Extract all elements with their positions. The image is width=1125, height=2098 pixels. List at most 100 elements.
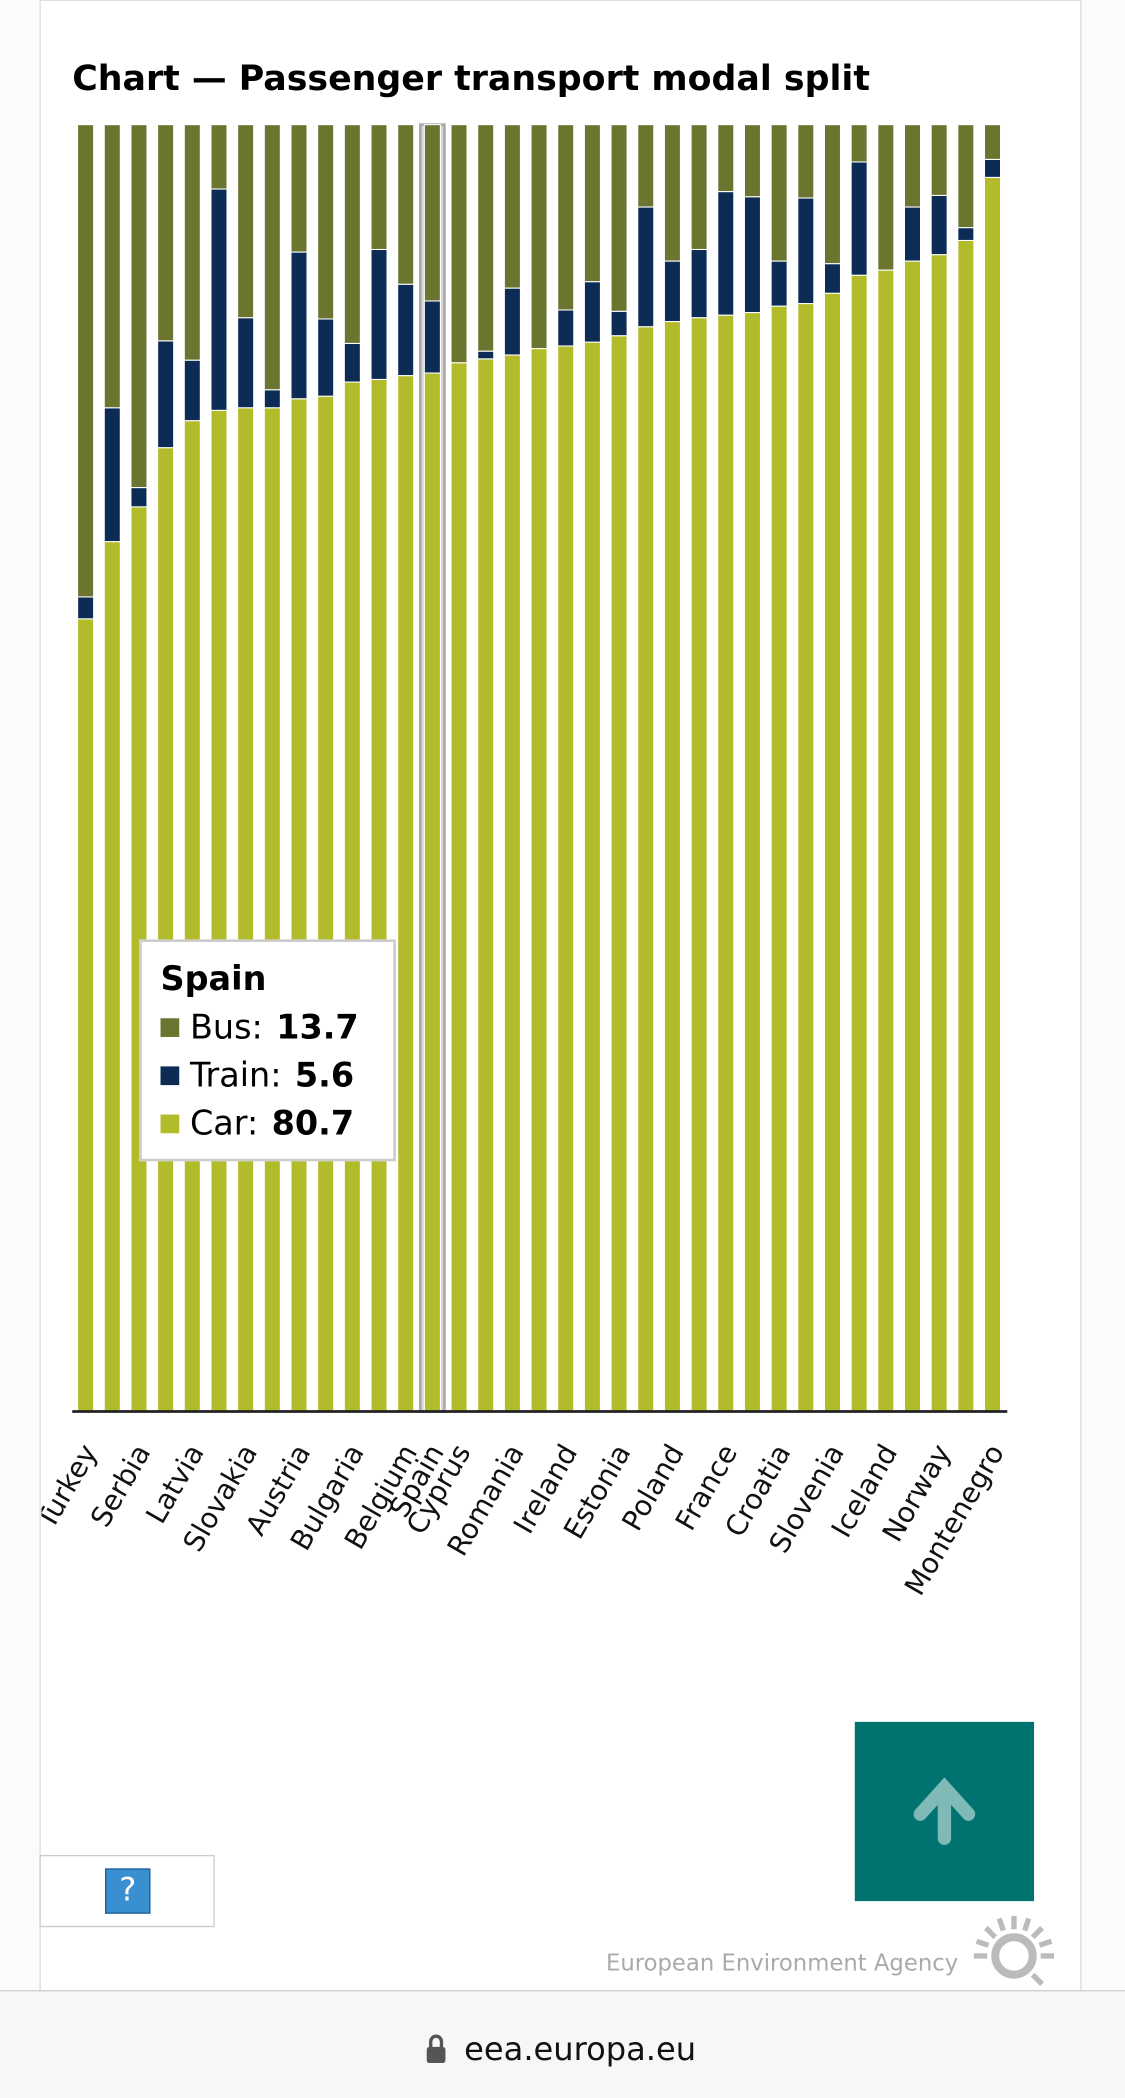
- bar-segment: [877, 124, 895, 271]
- browser-bar: [0, 1990, 1125, 2098]
- bar-segment: [983, 176, 1002, 1413]
- bar-segment: [663, 260, 681, 323]
- bar-segment: [397, 375, 415, 1413]
- bar-segment: [850, 124, 868, 163]
- bar-segment: [130, 124, 148, 489]
- bar-segment: [583, 281, 601, 343]
- bar-segment: [263, 389, 281, 409]
- bar-segment: [290, 124, 308, 253]
- bar-segment: [903, 260, 922, 1413]
- bar-segment: [450, 124, 468, 364]
- bar-segment: [157, 124, 175, 342]
- bar-segment: [797, 197, 815, 305]
- bar-segment: [263, 124, 281, 391]
- url[interactable]: eea.europa.eu: [464, 2030, 696, 2068]
- bar-segment: [237, 317, 255, 409]
- bar-segment: [583, 124, 601, 283]
- bar-segment: [237, 407, 255, 1413]
- bar-segment: [210, 188, 228, 411]
- tooltip-box: Spain Bus 13.7 Train 5.6 Car 80.7: [139, 939, 396, 1162]
- tooltip-value: 5.6: [294, 1055, 355, 1095]
- bar-segment: [370, 124, 388, 251]
- bar-segment: [77, 124, 95, 598]
- bar-segment: [877, 269, 895, 1413]
- bar-segment: [317, 124, 335, 320]
- bar-segment: [450, 362, 468, 1413]
- bar-segment: [343, 342, 361, 383]
- bar-segment: [103, 541, 121, 1413]
- bar-segment: [797, 302, 815, 1413]
- bar-segment: [743, 196, 762, 314]
- bar-segment: [503, 287, 521, 356]
- tooltip-swatch: [160, 1114, 180, 1134]
- bar-segment: [557, 309, 575, 347]
- bar-segment: [743, 312, 762, 1413]
- tooltip-title: Spain: [160, 959, 267, 999]
- bar-segment: [317, 318, 335, 397]
- bar-segment: [77, 596, 95, 620]
- bar-segment: [823, 263, 842, 294]
- bar-segment: [957, 227, 975, 242]
- bar-segment: [503, 124, 521, 289]
- bar-segment: [610, 335, 628, 1413]
- tooltip: Spain Bus 13.7 Train 5.6 Car 80.7: [139, 939, 396, 1162]
- bar-segment: [983, 124, 1002, 160]
- bar-segment: [957, 239, 975, 1413]
- bar-segment: [503, 354, 521, 1413]
- tooltip-label: Bus: [190, 1008, 263, 1047]
- bar-segment: [370, 248, 388, 380]
- bar-segment: [743, 124, 762, 198]
- bar-segment: [610, 124, 628, 312]
- bar-segment: [690, 124, 708, 251]
- bar-segment: [717, 314, 735, 1413]
- bar-segment: [477, 350, 495, 360]
- bar-segment: [903, 124, 922, 208]
- bar-segment: [183, 359, 201, 422]
- tooltip-swatch: [160, 1066, 180, 1086]
- bar-segment: [343, 381, 361, 1413]
- bar-segment: [717, 124, 735, 193]
- tooltip-row: Bus 13.7: [160, 1004, 375, 1052]
- bar-segment: [663, 321, 681, 1413]
- bar-segment: [157, 447, 175, 1413]
- bar-segment: [423, 300, 441, 374]
- help-icon: ?: [119, 1871, 136, 1909]
- bar-segment: [130, 487, 148, 508]
- bar-segment: [397, 124, 415, 285]
- bar-segment: [423, 124, 441, 302]
- bar-segment: [770, 260, 788, 307]
- bar-segment: [930, 124, 948, 196]
- tooltip-row: Train 5.6: [160, 1052, 375, 1100]
- bar-segment: [290, 251, 308, 400]
- tooltip-row: Car 80.7: [160, 1100, 375, 1148]
- tooltip-group: Spain Bus 13.7 Train 5.6 Car 80.7: [139, 939, 396, 1162]
- help-button[interactable]: [105, 1868, 151, 1914]
- bar-segment: [183, 124, 201, 361]
- bar-segment: [770, 305, 788, 1413]
- bar-segment: [557, 124, 575, 311]
- bar-segment: [770, 124, 788, 262]
- tooltip-label: Train: [190, 1056, 282, 1095]
- bar-segment: [930, 194, 948, 256]
- lock-icon: [426, 2046, 446, 2063]
- bar-segment: [477, 358, 495, 1413]
- bar-segment: [637, 206, 655, 328]
- bar-segment: [930, 254, 948, 1413]
- agency-name: European Environment Agency: [606, 1950, 958, 1976]
- bar-segment: [690, 248, 708, 319]
- arrow-icon: [913, 1777, 976, 1845]
- tooltip-label: Car: [190, 1104, 258, 1143]
- bar-segment: [317, 395, 335, 1413]
- bar-segment: [850, 161, 868, 276]
- bar-segment: [103, 124, 121, 409]
- bar-segment: [663, 124, 681, 262]
- bar-segment: [210, 124, 228, 190]
- bar-segment: [530, 124, 548, 350]
- tooltip-value: 13.7: [276, 1007, 359, 1047]
- tooltip-swatch: [160, 1018, 180, 1037]
- bar-segment: [957, 124, 975, 229]
- bar-segment: [263, 407, 281, 1413]
- bar-segment: [797, 124, 815, 199]
- bar-segment: [637, 326, 655, 1413]
